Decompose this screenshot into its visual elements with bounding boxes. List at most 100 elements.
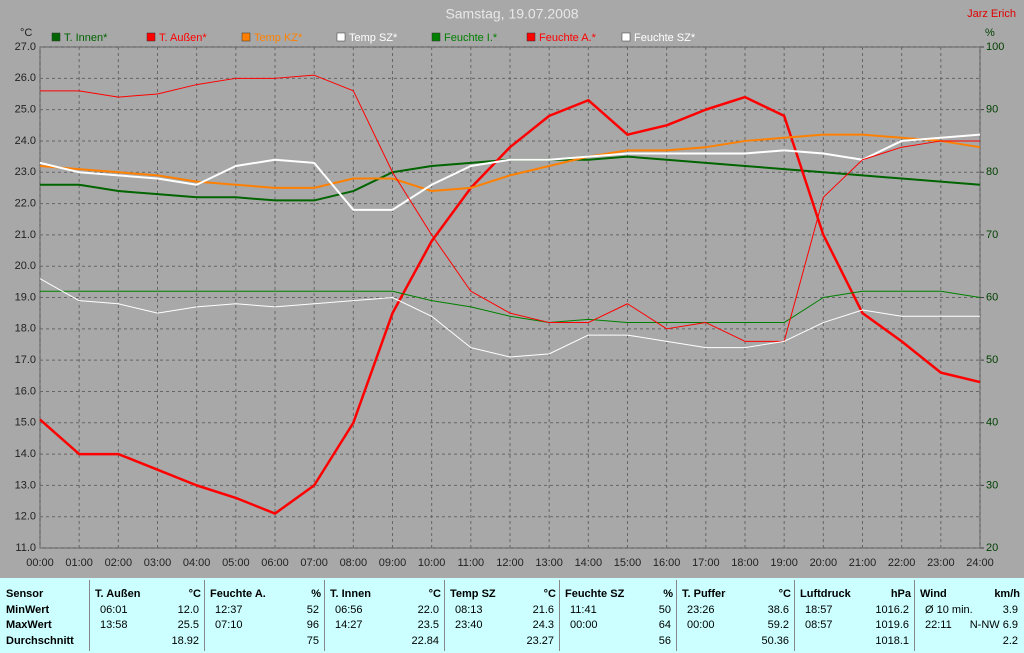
- series-line: [39, 133, 981, 193]
- cell-time: 06:56: [335, 604, 363, 616]
- series-line: [39, 133, 981, 211]
- legend-swatch: [621, 32, 631, 42]
- x-tick-label: 15:00: [614, 557, 642, 569]
- cell-value: 75: [306, 635, 319, 647]
- y-axis-label: °C: [20, 27, 32, 39]
- y2-tick-label: 90: [986, 104, 998, 116]
- cell-time: 06:01: [100, 604, 128, 616]
- cell-time: 23:40: [455, 619, 483, 631]
- column-header: Feuchte A.: [210, 588, 266, 600]
- x-tick-label: 14:00: [575, 557, 603, 569]
- row-label: MinWert: [6, 604, 50, 616]
- legend-swatch: [51, 32, 61, 42]
- x-tick-label: 12:00: [496, 557, 524, 569]
- cell-value: 50.36: [761, 635, 789, 647]
- x-tick-label: 01:00: [65, 557, 93, 569]
- column-unit: %: [663, 588, 673, 600]
- x-tick-label: 24:00: [966, 557, 994, 569]
- cell-value: 18.92: [171, 635, 199, 647]
- legend-swatch: [526, 32, 536, 42]
- y-tick-label: 22.0: [15, 197, 36, 209]
- x-tick-label: 03:00: [144, 557, 172, 569]
- column-separator: [444, 580, 445, 651]
- y2-tick-label: 40: [986, 417, 998, 429]
- column-unit: %: [311, 588, 321, 600]
- column-header: Temp SZ: [450, 588, 496, 600]
- chart: Samstag, 19.07.2008 Jarz Erich °C % 11.0…: [15, 6, 1016, 569]
- x-tick-label: 08:00: [340, 557, 368, 569]
- column-separator: [324, 580, 325, 651]
- cell-value: 38.6: [767, 604, 789, 616]
- cell-value: 52: [306, 604, 319, 616]
- cell-time: 13:58: [100, 619, 128, 631]
- column-unit: °C: [428, 588, 441, 600]
- cell-value: 25.5: [177, 619, 199, 631]
- cell-time: 22:11: [925, 619, 952, 631]
- cell-value: 2.2: [1002, 635, 1018, 647]
- cell-time: 12:37: [215, 604, 243, 616]
- y2-tick-label: 100: [986, 41, 1004, 53]
- cell-value: 12.0: [177, 604, 199, 616]
- y-tick-label: 13.0: [15, 479, 36, 491]
- cell-value: 1016.2: [875, 604, 909, 616]
- y-tick-label: 12.0: [15, 511, 36, 523]
- column-unit: hPa: [890, 588, 911, 600]
- cell-time: 11:41: [570, 604, 597, 616]
- y2-tick-label: 60: [986, 291, 998, 303]
- x-tick-label: 07:00: [300, 557, 328, 569]
- x-tick-label: 05:00: [222, 557, 250, 569]
- y-tick-label: 16.0: [15, 385, 36, 397]
- cell-value: 50: [658, 604, 671, 616]
- x-tick-label: 11:00: [457, 557, 484, 569]
- row-label: Durchschnitt: [6, 635, 74, 647]
- y2-tick-label: 30: [986, 479, 998, 491]
- legend-label: Temp KZ*: [254, 32, 303, 44]
- y-tick-label: 17.0: [15, 354, 36, 366]
- y-tick-label: 26.0: [15, 72, 36, 84]
- cell-value: N-NW 6.9: [969, 619, 1018, 631]
- cell-value: 22.0: [417, 604, 439, 616]
- x-tick-label: 21:00: [849, 557, 877, 569]
- cell-time: 00:00: [570, 619, 598, 631]
- cell-value: 1019.6: [875, 619, 909, 631]
- stats-table: Sensor MinWert MaxWert Durchschnitt T. Außen…: [0, 578, 1024, 653]
- x-tick-label: 16:00: [653, 557, 681, 569]
- cell-value: 56: [658, 635, 671, 647]
- y-tick-label: 27.0: [15, 41, 36, 53]
- series-line: [39, 95, 981, 515]
- legend-swatch: [241, 32, 251, 42]
- column-separator: [676, 580, 677, 651]
- y-tick-label: 23.0: [15, 166, 36, 178]
- column-unit: km/h: [994, 588, 1020, 600]
- y-tick-label: 15.0: [15, 417, 36, 429]
- y-tick-label: 19.0: [15, 291, 36, 303]
- column-header: T. Außen: [95, 588, 141, 600]
- x-tick-label: 02:00: [105, 557, 133, 569]
- cell-time: 14:27: [335, 619, 363, 631]
- chart-title: Samstag, 19.07.2008: [445, 6, 578, 22]
- cell-time: 18:57: [805, 604, 833, 616]
- row-label: MaxWert: [6, 619, 52, 631]
- cell-time: 08:13: [455, 604, 483, 616]
- legend-label: Feuchte I.*: [444, 32, 498, 44]
- series-line: [40, 290, 981, 324]
- column-separator: [914, 580, 915, 651]
- y-tick-label: 25.0: [15, 104, 36, 116]
- column-header: Feuchte SZ: [565, 588, 625, 600]
- y-tick-label: 20.0: [15, 260, 36, 272]
- sensor-header: Sensor: [6, 588, 44, 600]
- cell-value: 21.6: [532, 604, 554, 616]
- cell-time: 23:26: [687, 604, 715, 616]
- cell-time: Ø 10 min.: [925, 604, 973, 616]
- cell-value: 24.3: [532, 619, 554, 631]
- y2-axis-label: %: [985, 27, 995, 39]
- series-line: [40, 74, 980, 342]
- cell-time: 08:57: [805, 619, 833, 631]
- legend-label: Feuchte A.*: [539, 32, 597, 44]
- x-tick-label: 10:00: [418, 557, 446, 569]
- y-tick-label: 24.0: [15, 135, 36, 147]
- x-tick-label: 17:00: [692, 557, 720, 569]
- legend-swatch: [431, 32, 441, 42]
- y2-tick-label: 20: [986, 542, 998, 554]
